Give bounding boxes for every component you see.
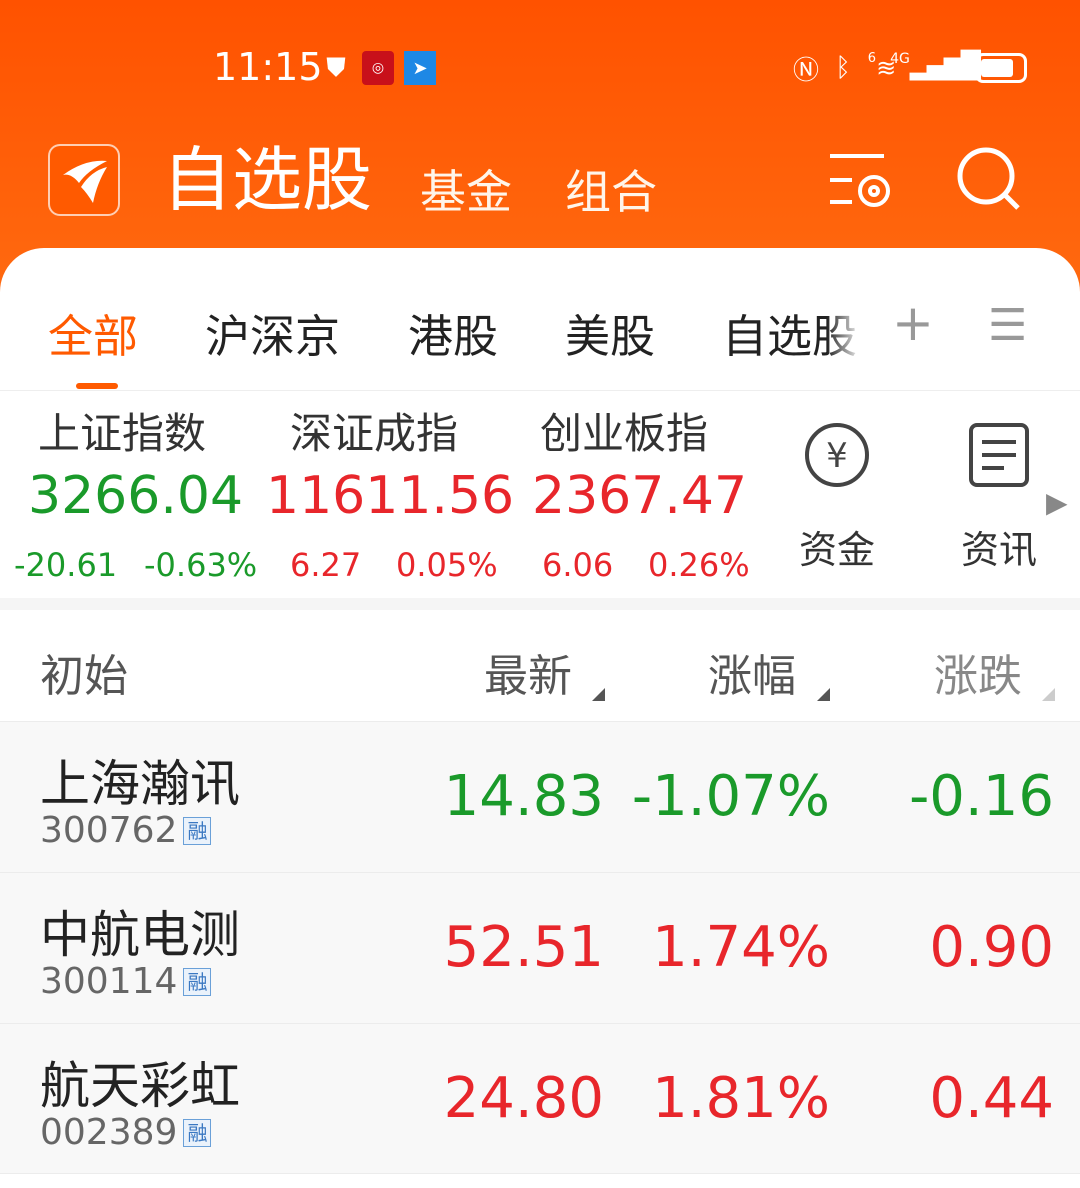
wifi-icon: 6 ≋ — [867, 51, 897, 82]
plus-icon[interactable]: + — [892, 294, 934, 352]
app-header: 自选股 基金 组合 — [0, 140, 1080, 220]
page-title[interactable]: 自选股 — [162, 139, 372, 221]
scroll-right-icon[interactable]: ▶ — [1046, 486, 1068, 519]
sort-icon — [817, 688, 830, 701]
status-bar: 11:15 ⛊ ◎ ➤ Ⓝ ᛒ 6 ≋ 4G ▂▄▆█ — [0, 45, 1080, 93]
stock-pct: -1.07% — [631, 764, 830, 829]
sort-default-button[interactable]: 初始 — [40, 651, 128, 702]
yuan-icon: ¥ — [805, 423, 869, 487]
stock-pct: 1.74% — [652, 915, 830, 980]
news-button[interactable]: 资讯 — [944, 420, 1054, 574]
wifi-badge: 6 — [867, 51, 877, 66]
index-name: 创业板指 — [540, 409, 709, 458]
stock-change: 0.44 — [929, 1066, 1054, 1131]
tab-funds[interactable]: 基金 — [420, 165, 512, 219]
news-icon — [969, 423, 1029, 487]
network-type: 4G — [890, 51, 910, 67]
column-header: 初始 最新 涨幅 涨跌 — [0, 610, 1080, 720]
active-tab-indicator — [76, 383, 118, 389]
sort-icon — [592, 688, 605, 701]
sort-icon — [1042, 688, 1055, 701]
search-icon[interactable] — [956, 146, 1022, 212]
index-value: 11611.56 — [266, 466, 515, 526]
tab-us-stocks[interactable]: 美股 — [565, 310, 656, 363]
tab-hk-stocks[interactable]: 港股 — [408, 310, 499, 363]
stock-name: 上海瀚讯 — [40, 755, 240, 813]
nfc-icon: Ⓝ — [792, 55, 819, 86]
stock-name: 航天彩虹 — [40, 1057, 240, 1115]
index-value: 3266.04 — [28, 466, 244, 526]
sort-latest-button[interactable]: 最新 — [484, 651, 572, 702]
market-tabs: 全部 沪深京 港股 美股 自选股 + ☰ — [0, 294, 1080, 370]
cellular-signal-icon: 4G ▂▄▆█ — [890, 51, 981, 81]
margin-badge: 融 — [183, 816, 212, 845]
index-pct: -0.63% — [144, 546, 258, 584]
battery-icon — [972, 51, 1030, 85]
stock-latest: 14.83 — [443, 764, 604, 829]
stock-row[interactable]: 上海瀚讯 300762 融 14.83 -1.07% -0.16 — [0, 721, 1080, 872]
app-notification-icon: ➤ — [404, 51, 436, 85]
shield-icon: ⛊ — [326, 52, 346, 83]
index-value: 2367.47 — [532, 466, 748, 526]
index-change: -20.61 — [14, 546, 118, 584]
divider — [0, 390, 1080, 391]
index-pct: 0.05% — [396, 546, 498, 584]
bank-app-icon: ◎ — [362, 51, 394, 85]
stock-code: 300762 — [40, 810, 178, 851]
menu-icon[interactable]: ☰ — [988, 300, 1028, 351]
tab-portfolio[interactable]: 组合 — [565, 165, 657, 219]
stock-change: 0.90 — [929, 915, 1054, 980]
index-change: 6.06 — [542, 546, 614, 584]
index-name: 深证成指 — [290, 409, 459, 458]
sort-change-button[interactable]: 涨跌 — [934, 651, 1022, 702]
index-pct: 0.26% — [648, 546, 750, 584]
stock-row[interactable]: 中航电测 300114 融 52.51 1.74% 0.90 — [0, 872, 1080, 1023]
stock-latest: 52.51 — [443, 915, 604, 980]
margin-badge: 融 — [183, 967, 212, 996]
watchlist-settings-icon[interactable] — [828, 152, 894, 208]
section-gap — [0, 598, 1080, 610]
stock-row[interactable]: 航天彩虹 002389 融 24.80 1.81% 0.44 — [0, 1023, 1080, 1174]
stock-change: -0.16 — [909, 764, 1054, 829]
stock-pct: 1.81% — [652, 1066, 830, 1131]
svg-text:¥: ¥ — [826, 436, 848, 476]
funds-flow-button[interactable]: ¥ 资金 — [782, 420, 892, 574]
margin-badge: 融 — [183, 1118, 212, 1147]
index-name: 上证指数 — [38, 409, 207, 458]
stock-latest: 24.80 — [443, 1066, 604, 1131]
index-change: 6.27 — [290, 546, 362, 584]
stock-code: 300114 — [40, 961, 178, 1002]
stock-name: 中航电测 — [40, 906, 240, 964]
tab-all[interactable]: 全部 — [48, 310, 139, 363]
status-time: 11:15 — [213, 45, 323, 89]
news-label: 资讯 — [960, 528, 1037, 572]
tab-shanghai-shenzhen-beijing[interactable]: 沪深京 — [205, 310, 341, 363]
stock-code: 002389 — [40, 1112, 178, 1153]
funds-flow-label: 资金 — [798, 528, 875, 572]
tab-watchlist[interactable]: 自选股 — [722, 310, 858, 363]
app-logo — [48, 144, 120, 216]
sort-pct-button[interactable]: 涨幅 — [708, 651, 796, 702]
bluetooth-icon: ᛒ — [835, 53, 851, 83]
